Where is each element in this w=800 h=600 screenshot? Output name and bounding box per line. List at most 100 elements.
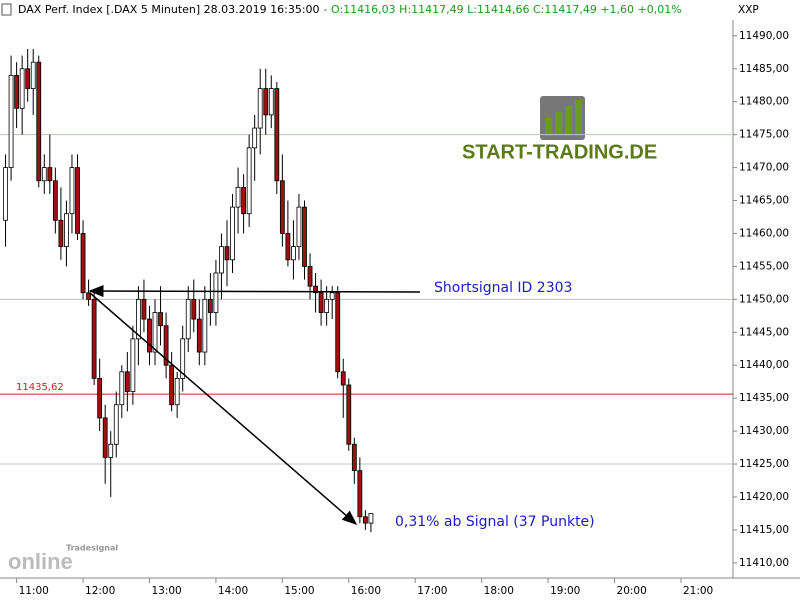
logo-bar [565,106,572,136]
watermark: Tradesignal online [8,544,118,574]
candle-body [235,186,241,208]
candle-body [285,233,291,261]
x-tick-label: 12:00 [85,585,115,597]
candle-body [246,147,252,215]
candle-body [302,206,307,267]
candle-body [158,312,163,327]
candle-body [36,61,42,182]
candle-body [279,180,285,234]
candle-body [14,74,20,109]
x-tick-label: 13:00 [151,585,181,597]
candle-body [263,88,269,116]
candle-body [180,338,186,379]
y-tick-label: 11445,00 [739,326,789,338]
x-tick-label: 18:00 [484,585,514,597]
signal-arrow [88,285,421,298]
y-tick-label: 11465,00 [739,195,789,207]
plot: 11410,00 11415,00 11420,00 11425,00 11430,00… [0,30,789,597]
candle-body [97,377,103,419]
candle-body [64,213,69,248]
candle-body [3,167,8,221]
candle-body [219,246,224,274]
title: DAX Perf. Index [.DAX 5 Minuten] 28.03.2… [18,3,320,16]
watermark-small: Tradesignal [66,544,118,553]
y-tick-label: 11425,00 [739,458,789,470]
candle-body [357,470,363,518]
y-tick-label: 11450,00 [739,293,789,305]
candle-body [69,167,75,215]
target-arrow [89,292,358,525]
candle-body [191,298,197,320]
candle-body [141,298,147,320]
candle-body [230,206,235,261]
candle-body [75,167,80,234]
axis-label: XXP [738,4,759,16]
candle-body [108,443,114,458]
x-tick-label: 19:00 [550,585,580,597]
candle-body [30,61,36,89]
candle-body [136,298,141,340]
candle-body [19,68,25,109]
candle-body [113,404,119,445]
logo-bar [575,100,582,136]
y-tick-label: 11455,00 [739,260,789,272]
y-tick-label: 11475,00 [739,129,789,141]
annotation: Shortsignal ID 2303 [434,280,572,296]
candle-body [8,74,14,168]
candle-body [307,266,313,287]
x-tick-label: 20:00 [617,585,647,597]
y-tick-label: 11485,00 [739,63,789,75]
candle-body [335,292,341,373]
quote: - O:11416,03 H:11417,49 L:11414,66 C:114… [324,3,682,16]
candle-body [291,246,296,261]
candle-body [252,127,258,149]
candle-body [174,377,180,406]
header-icon [1,3,12,16]
annotation: 0,31% ab Signal (37 Punkte) [395,514,595,530]
candle-body [274,88,280,182]
y-tick-label: 11490,00 [739,30,789,42]
x-tick-label: 14:00 [218,585,248,597]
candle-body [147,318,152,353]
x-tick-label: 11:00 [19,585,49,597]
candle-body [124,371,130,392]
header-title: DAX Perf. Index [.DAX 5 Minuten] 28.03.2… [18,3,682,16]
logo-bar [545,118,552,136]
x-tick-label: 21:00 [683,585,713,597]
candle-body [47,167,53,182]
logo-bar [555,112,562,136]
candle-body [351,443,357,472]
candle-body [58,219,64,248]
x-tick-label: 15:00 [284,585,314,597]
candle-body [91,298,97,379]
logo: START-TRADING.DE [462,96,657,163]
candle-body [207,298,213,313]
candle-body [52,180,58,221]
candle-body [268,88,274,116]
candle-body [163,325,169,366]
candle-body [196,318,202,353]
y-tick-label: 11435,00 [739,392,789,404]
candle-body [213,272,219,313]
candle-body [185,298,191,340]
candle-body [346,384,352,445]
candle-body [130,338,136,392]
candle-body [329,292,335,300]
candle-body [102,417,108,458]
candle-body [368,513,374,524]
y-tick-label: 11480,00 [739,96,789,108]
x-tick-label: 17:00 [417,585,447,597]
x-tick-label: 16:00 [351,585,381,597]
watermark-text: online [8,549,73,574]
candle-body [362,516,368,524]
candle-body [241,186,246,215]
candle-body [202,298,208,353]
candle-body [80,233,86,294]
candle-body [119,371,125,406]
candle-body [25,68,31,89]
y-tick-label: 11460,00 [739,227,789,239]
candle-body [313,285,318,294]
y-tick-label: 11410,00 [739,557,789,569]
